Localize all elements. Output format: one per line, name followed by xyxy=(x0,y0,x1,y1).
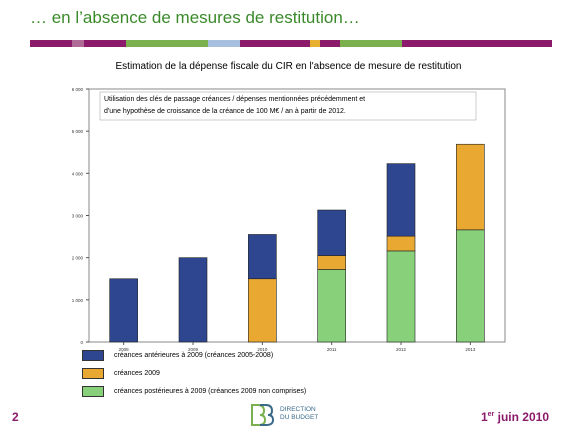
bar-segment xyxy=(317,255,346,270)
y-tick-label: 3 000 xyxy=(72,214,84,219)
legend-label: créances 2009 xyxy=(114,370,160,377)
date-day: 1 xyxy=(480,410,488,424)
stripe-segment xyxy=(208,40,240,47)
x-tick-label: 2011 xyxy=(327,347,337,352)
stripe-segment xyxy=(320,40,340,47)
bar-segment xyxy=(386,163,416,237)
stripe-segment xyxy=(310,40,320,47)
stripe-segment xyxy=(240,40,310,47)
bar-segment xyxy=(317,209,346,256)
plot-area xyxy=(88,88,506,343)
page-number: 2 xyxy=(12,410,19,424)
bar-segment xyxy=(248,278,277,343)
logo-line-2: DU BUDGET xyxy=(280,414,319,421)
y-tick-label: 2 000 xyxy=(72,256,84,261)
logo-mark-icon xyxy=(248,402,276,428)
slide-date: 1er juin 2010 xyxy=(481,410,549,424)
y-tick-label: 1 000 xyxy=(72,298,84,303)
logo-text: DIRECTION DU BUDGET xyxy=(280,406,318,422)
legend-swatch xyxy=(82,350,104,361)
date-sup: er xyxy=(487,411,495,418)
bar-segment xyxy=(456,229,485,343)
bar-segment xyxy=(109,278,138,343)
stripe-segment xyxy=(402,40,552,47)
stripe-segment xyxy=(72,40,84,47)
y-tick-label: 6 000 xyxy=(72,87,84,92)
stripe-segment xyxy=(30,40,72,47)
stripe-segment xyxy=(126,40,208,47)
bar-segment xyxy=(386,250,416,343)
x-tick-label: 2012 xyxy=(396,347,407,352)
bar-segment xyxy=(178,257,208,343)
x-tick-label: 2009 xyxy=(188,347,199,352)
slide-title: … en l’absence de mesures de restitution… xyxy=(30,8,360,27)
legend-label: créances postérieures à 2009 (créances 2… xyxy=(114,388,307,395)
y-tick-label: 0 xyxy=(80,340,83,345)
annotation-line-1: Utilisation des clés de passage créances… xyxy=(104,96,365,103)
bar-segment xyxy=(456,143,485,231)
stripe-segment xyxy=(84,40,126,47)
legend-swatch xyxy=(82,386,104,397)
bar-segment xyxy=(317,269,346,343)
y-tick-label: 5 000 xyxy=(72,129,84,134)
x-tick-label: 2008 xyxy=(119,347,130,352)
decorative-stripe xyxy=(30,40,552,47)
logo-line-1: DIRECTION xyxy=(280,406,316,413)
date-rest: juin 2010 xyxy=(494,410,549,424)
legend-label: créances antérieures à 2009 (créances 20… xyxy=(114,352,274,359)
legend-swatch xyxy=(82,368,104,379)
x-tick-label: 2013 xyxy=(465,347,476,352)
y-tick-label: 4 000 xyxy=(72,171,84,176)
stripe-segment xyxy=(340,40,402,47)
direction-du-budget-logo: DIRECTION DU BUDGET xyxy=(248,402,338,430)
bar-segment xyxy=(386,235,416,252)
annotation-line-2: d'une hypothèse de croissance de la créa… xyxy=(104,108,346,115)
annotation-box xyxy=(99,91,477,121)
x-tick-label: 2010 xyxy=(257,347,268,352)
bar-segment xyxy=(248,234,277,280)
chart-title: Estimation de la dépense fiscale du CIR … xyxy=(115,61,462,72)
